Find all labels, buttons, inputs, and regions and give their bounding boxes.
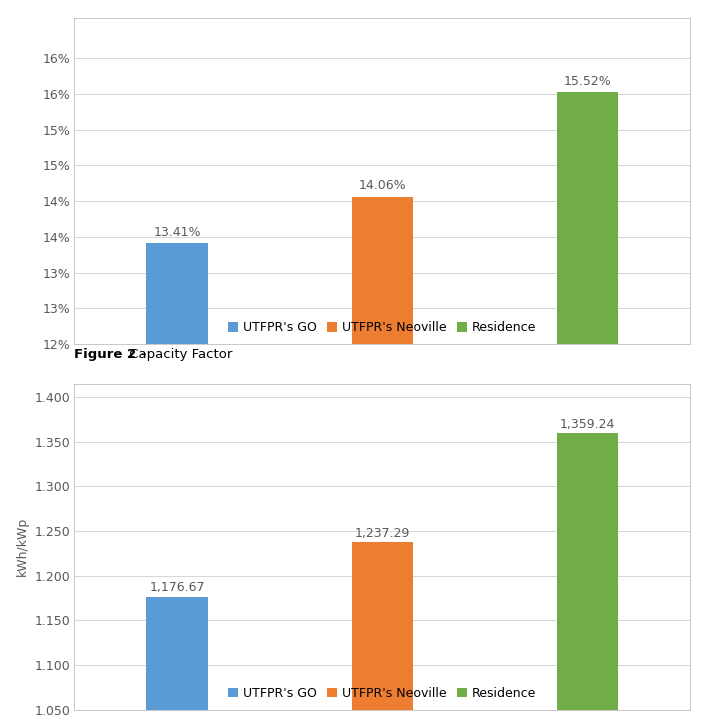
Text: 1,237.29: 1,237.29 bbox=[355, 527, 410, 540]
Text: Figure 2 -: Figure 2 - bbox=[74, 348, 147, 361]
Bar bbox=[351, 543, 413, 717]
Text: 1,176.67: 1,176.67 bbox=[149, 581, 205, 594]
Legend: UTFPR's GO, UTFPR's Neoville, Residence: UTFPR's GO, UTFPR's Neoville, Residence bbox=[224, 683, 540, 703]
Y-axis label: kWh/kWp: kWh/kWp bbox=[16, 517, 29, 576]
Text: Capacity Factor: Capacity Factor bbox=[125, 348, 233, 361]
Text: 14.06%: 14.06% bbox=[358, 179, 406, 192]
Bar bbox=[556, 92, 618, 717]
Bar bbox=[146, 243, 208, 717]
Text: 15.52%: 15.52% bbox=[564, 75, 612, 88]
Bar bbox=[556, 434, 618, 717]
Text: 13.41%: 13.41% bbox=[153, 226, 201, 239]
Legend: UTFPR's GO, UTFPR's Neoville, Residence: UTFPR's GO, UTFPR's Neoville, Residence bbox=[224, 318, 540, 338]
Text: 1,359.24: 1,359.24 bbox=[560, 418, 615, 431]
Bar bbox=[351, 196, 413, 717]
Bar bbox=[146, 597, 208, 717]
